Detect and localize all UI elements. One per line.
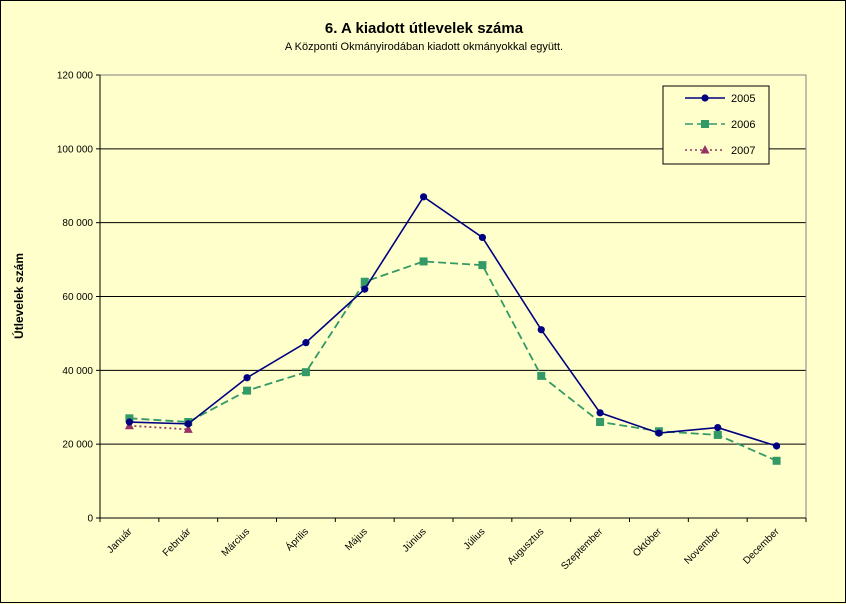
x-tick-label: Február xyxy=(161,526,194,559)
data-point xyxy=(772,456,781,465)
y-tick-label: 80 000 xyxy=(62,218,93,229)
data-point xyxy=(302,339,310,347)
data-point xyxy=(772,442,781,450)
chart-title: 6. A kiadott útlevelek száma xyxy=(325,20,524,37)
y-tick-label: 100 000 xyxy=(57,144,94,155)
data-point xyxy=(701,120,709,128)
data-point xyxy=(183,424,193,433)
x-tick-label: Október xyxy=(631,526,664,559)
x-tick-label: Június xyxy=(400,526,428,554)
data-point xyxy=(596,418,605,427)
y-tick-label: 20 000 xyxy=(62,440,93,451)
x-tick-label: November xyxy=(682,526,723,567)
x-tick-label: Július xyxy=(462,526,488,552)
data-point xyxy=(184,420,192,428)
x-tick-label: Április xyxy=(283,525,311,553)
data-point xyxy=(713,430,722,439)
data-point xyxy=(243,386,252,395)
data-point xyxy=(243,374,251,382)
data-point xyxy=(478,233,487,242)
data-point xyxy=(596,409,604,417)
x-tick-label: Szeptember xyxy=(559,526,605,572)
data-point xyxy=(360,277,369,286)
series-2005 xyxy=(125,193,781,450)
data-point xyxy=(361,285,369,293)
y-axis-label: Útlevelek szám xyxy=(11,253,26,339)
chart-subtitle: A Központi Okmányirodában kiadott okmány… xyxy=(285,41,563,53)
y-tick-label: 120 000 xyxy=(57,71,94,82)
legend: 2005 2006 2007 xyxy=(662,85,770,165)
data-point xyxy=(301,368,310,377)
data-point xyxy=(537,326,545,334)
x-tick-label: Január xyxy=(105,526,135,556)
series-2006 xyxy=(125,257,781,465)
data-point xyxy=(655,429,663,437)
y-tick-label: 40 000 xyxy=(62,366,93,377)
x-tick-label: Március xyxy=(220,526,253,559)
y-tick-label: 0 xyxy=(87,514,93,525)
data-point xyxy=(125,414,134,423)
data-point xyxy=(125,418,134,426)
x-tick-label: December xyxy=(741,526,782,567)
series-layer xyxy=(124,193,781,465)
legend-label: 2006 xyxy=(731,119,755,131)
series-line xyxy=(129,195,777,447)
data-point xyxy=(419,193,428,201)
data-point xyxy=(701,94,709,102)
x-tick-label: Augusztus xyxy=(506,526,547,567)
data-point xyxy=(478,261,487,270)
data-point xyxy=(537,371,546,380)
y-tick-label: 60 000 xyxy=(62,292,93,303)
data-point xyxy=(714,423,722,432)
legend-box xyxy=(662,85,770,165)
series-line xyxy=(129,424,189,431)
legend-label: 2005 xyxy=(731,93,755,105)
data-point xyxy=(700,145,710,154)
data-point xyxy=(419,257,428,266)
x-tick-label: Május xyxy=(343,526,370,553)
legend-label: 2007 xyxy=(731,145,755,157)
